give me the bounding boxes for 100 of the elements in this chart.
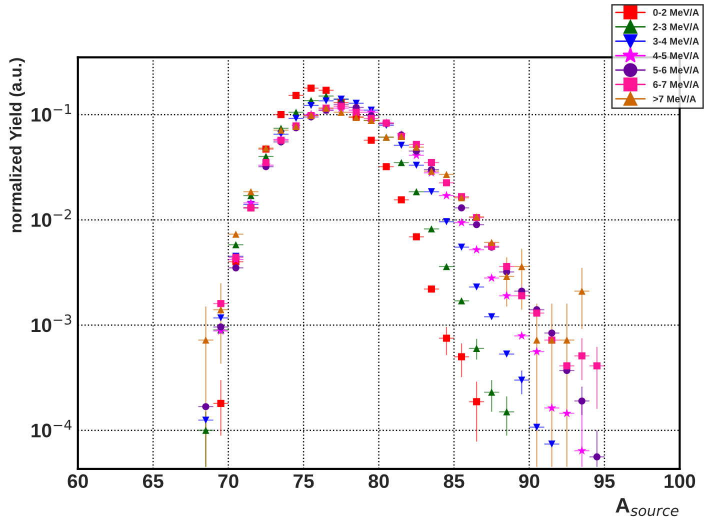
point <box>428 159 435 166</box>
point <box>518 376 526 384</box>
legend-label: 5-6 MeV/A <box>653 66 699 74</box>
point <box>532 346 542 356</box>
point <box>502 290 512 300</box>
point <box>533 424 540 431</box>
legend-label: >7 MeV/A <box>653 95 696 102</box>
point <box>412 188 420 196</box>
point <box>428 188 435 196</box>
point <box>563 336 570 344</box>
x-tick-label: 100 <box>664 474 696 488</box>
legend-label: 0-2 MeV/A <box>653 8 699 16</box>
point <box>458 297 466 304</box>
point <box>472 244 482 254</box>
point <box>442 334 450 342</box>
point <box>322 97 330 104</box>
point <box>292 92 300 99</box>
point <box>428 225 435 232</box>
point <box>487 273 496 282</box>
legend-label: 3-4 MeV/A <box>653 38 699 45</box>
x-tick-label: 70 <box>218 474 238 488</box>
point <box>533 336 540 344</box>
x-tick-label: 85 <box>444 474 464 488</box>
point <box>503 272 510 280</box>
point <box>547 403 556 412</box>
point <box>217 400 224 407</box>
point <box>322 86 330 94</box>
point <box>548 330 556 337</box>
y-tick-label: 10$^{−3}$ <box>32 314 72 332</box>
point <box>548 440 556 448</box>
point <box>398 159 405 166</box>
point <box>202 416 210 424</box>
point <box>202 403 210 410</box>
point <box>593 453 600 460</box>
point <box>473 344 480 352</box>
point <box>442 218 450 226</box>
point <box>442 170 450 178</box>
y-tick-label: 10$^{−4}$ <box>32 420 72 438</box>
point <box>412 233 420 240</box>
point <box>412 162 420 169</box>
point <box>458 204 466 212</box>
point <box>412 144 420 151</box>
point <box>517 331 526 340</box>
point <box>382 163 390 170</box>
point <box>217 314 224 322</box>
point <box>473 221 480 228</box>
point <box>473 398 480 406</box>
point <box>398 142 405 149</box>
point <box>292 114 300 122</box>
point <box>458 353 466 360</box>
point <box>442 262 450 270</box>
point <box>488 313 496 320</box>
point <box>217 306 224 314</box>
x-tick-label: 90 <box>519 474 540 488</box>
y-tick-label: 10$^{−2}$ <box>32 209 71 227</box>
x-tick-label: 60 <box>68 474 88 488</box>
point <box>578 352 586 360</box>
point <box>473 283 480 291</box>
point <box>503 408 510 416</box>
point <box>577 446 586 455</box>
point <box>202 336 210 344</box>
point <box>202 426 210 434</box>
point <box>503 350 510 358</box>
point <box>503 262 510 270</box>
x-tick-label: 75 <box>294 474 314 488</box>
point <box>232 241 240 248</box>
point <box>277 111 285 118</box>
point <box>578 397 586 405</box>
legend-label: 2-3 MeV/A <box>653 23 699 30</box>
y-axis-title: normalized Yield (a.u.) <box>9 58 25 232</box>
y-tick-label: 10$^{−1}$ <box>32 104 72 122</box>
point <box>488 238 496 246</box>
point <box>247 188 254 196</box>
x-tick-label: 95 <box>594 474 615 488</box>
point <box>456 218 466 227</box>
legend-label: 4-5 MeV/A <box>652 52 699 60</box>
point <box>217 300 224 308</box>
x-tick-label: 80 <box>368 474 389 488</box>
point <box>442 190 452 200</box>
point <box>442 179 450 186</box>
x-axis-title: A$_{source}$ <box>616 498 678 516</box>
point <box>338 108 345 116</box>
legend-label: 6-7 MeV/A <box>653 80 699 88</box>
point <box>578 288 586 295</box>
point <box>232 230 240 238</box>
point <box>232 264 240 272</box>
point <box>308 84 315 92</box>
point <box>428 285 435 293</box>
point <box>533 310 540 317</box>
point <box>217 323 224 330</box>
point <box>518 292 526 300</box>
point <box>488 388 496 396</box>
point <box>458 244 466 251</box>
point <box>562 408 572 418</box>
point <box>563 362 570 370</box>
point <box>352 108 360 116</box>
point <box>593 362 600 370</box>
point <box>398 196 405 204</box>
point <box>308 102 315 110</box>
point <box>368 136 375 144</box>
